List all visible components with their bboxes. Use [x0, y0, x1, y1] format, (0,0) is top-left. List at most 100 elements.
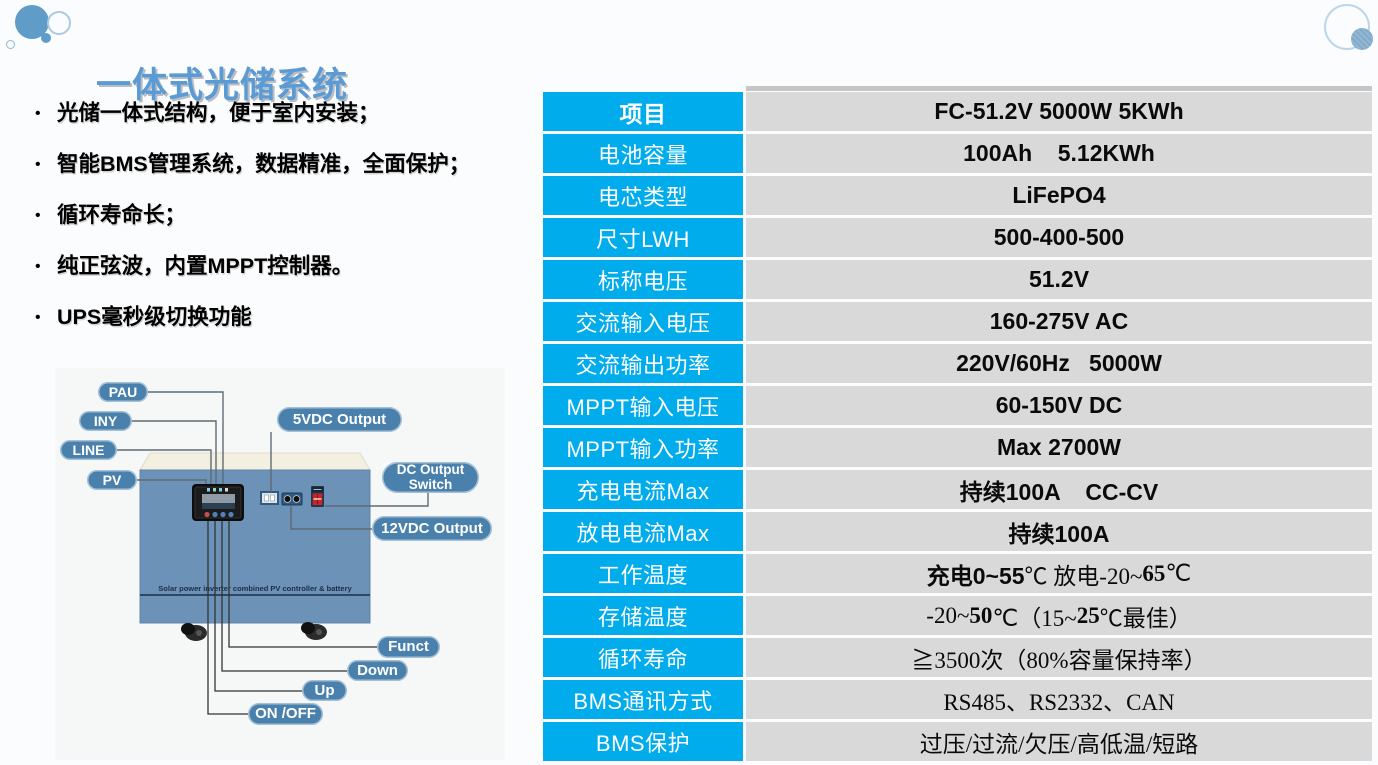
table-top-strip — [746, 86, 1372, 91]
spec-value: 220V/60Hz 5000W — [746, 344, 1372, 383]
spec-value-segment: RS485、RS2332、CAN — [943, 689, 1175, 715]
label-up-pill: Up — [302, 680, 347, 701]
table-row: 充电电流Max 持续100A CC-CV — [543, 470, 1372, 509]
table-row: MPPT输入电压 60-150V DC — [543, 386, 1372, 425]
spec-value-segment: ℃（15~ — [992, 605, 1077, 631]
spec-label: 工作温度 — [543, 554, 743, 593]
spec-label: 电芯类型 — [543, 176, 743, 215]
table-row: 工作温度 充电0~55 ℃ 放电-20~ 65 ℃ — [543, 554, 1372, 593]
device-brand-text: Solar power inverter combined PV control… — [158, 584, 352, 593]
spec-value: FC-51.2V 5000W 5KWh — [746, 92, 1372, 131]
wheel-left — [181, 623, 207, 641]
decor-bubble-outline — [47, 11, 71, 35]
spec-label: MPPT输入电压 — [543, 386, 743, 425]
label-iny-pill: INY — [79, 411, 132, 431]
spec-label: 尺寸LWH — [543, 218, 743, 257]
spec-value: LiFePO4 — [746, 176, 1372, 215]
spec-value: RS485、RS2332、CAN — [746, 680, 1372, 719]
wheel-right — [301, 622, 327, 640]
spec-value-segment: -20~ — [926, 602, 970, 628]
label-down-pill: Down — [347, 660, 408, 681]
spec-table: 项目 FC-51.2V 5000W 5KWh 电池容量 100Ah 5.12KWh 电芯… — [543, 86, 1372, 764]
socket-12vdc — [281, 492, 303, 506]
spec-label: 交流输入电压 — [543, 302, 743, 341]
spec-value: 100Ah 5.12KWh — [746, 134, 1372, 173]
table-row: BMS保护 过压/过流/欠压/高低温/短路 — [543, 722, 1372, 761]
bullet-item: 智能BMS管理系统，数据精准，全面保护； — [30, 149, 555, 180]
spec-value-segment: LiFePO4 — [1012, 182, 1106, 208]
spec-label: 放电电流Max — [543, 512, 743, 551]
decor-bubble-tiny — [6, 40, 15, 49]
table-row: 尺寸LWH 500-400-500 — [543, 218, 1372, 257]
spec-label: MPPT输入功率 — [543, 428, 743, 467]
spec-value: 160-275V AC — [746, 302, 1372, 341]
spec-value-segment: 500-400-500 — [993, 224, 1125, 250]
spec-value: 充电0~55 ℃ 放电-20~ 65 ℃ — [746, 554, 1372, 593]
spec-value: ≧3500次（80%容量保持率） — [746, 638, 1372, 677]
spec-value: -20~ 50 ℃（15~ 25 ℃最佳） — [746, 596, 1372, 635]
decor-bubble-dot — [41, 33, 51, 43]
dc-switch-label-line1: DC Output — [396, 462, 465, 478]
spec-value-segment: 100Ah 5.12KWh — [963, 140, 1155, 166]
table-row: 标称电压 51.2V — [543, 260, 1372, 299]
spec-label: BMS通讯方式 — [543, 680, 743, 719]
bullet-item: 循环寿命长； — [30, 200, 555, 231]
label-pau-pill: PAU — [98, 382, 148, 402]
spec-value: 过压/过流/欠压/高低温/短路 — [746, 722, 1372, 761]
connector-lines-bottom — [207, 521, 377, 715]
device-top-face — [139, 452, 371, 471]
spec-label: 项目 — [543, 92, 743, 131]
spec-value-segment: ℃ — [1165, 560, 1192, 586]
panel-button-blue3 — [228, 511, 234, 518]
table-row: 循环寿命 ≧3500次（80%容量保持率） — [543, 638, 1372, 677]
bullet-item: 光储一体式结构，便于室内安装； — [30, 98, 555, 129]
spec-label: 交流输出功率 — [543, 344, 743, 383]
label-dc-output-switch-pill: DC Output Switch — [382, 462, 479, 493]
spec-value: 500-400-500 — [746, 218, 1372, 257]
table-row: 电池容量 100Ah 5.12KWh — [543, 134, 1372, 173]
spec-label: 循环寿命 — [543, 638, 743, 677]
spec-value-segment: 25 — [1076, 602, 1100, 628]
decor-ball — [1351, 28, 1373, 50]
table-row: 交流输出功率 220V/60Hz 5000W — [543, 344, 1372, 383]
table-row: 放电电流Max 持续100A — [543, 512, 1372, 551]
panel-button-blue2 — [220, 511, 226, 518]
table-row: MPPT输入功率 Max 2700W — [543, 428, 1372, 467]
spec-value-segment: FC-51.2V 5000W 5KWh — [934, 98, 1184, 124]
spec-value-segment: 充电0~55 — [926, 562, 1025, 589]
spec-label: 存储温度 — [543, 596, 743, 635]
device-drawing: Solar power inverter combined PV control… — [117, 391, 429, 715]
dc-output-switch — [311, 486, 324, 507]
bullet-item: 纯正弦波，内置MPPT控制器。 — [30, 251, 555, 282]
spec-value-segment: ℃ 放电-20~ — [1024, 563, 1143, 589]
spec-value-segment: Max 2700W — [996, 434, 1121, 460]
spec-value-segment: 220V/60Hz 5000W — [956, 350, 1162, 376]
spec-value-segment: 60-150V DC — [995, 392, 1123, 418]
table-row: 项目 FC-51.2V 5000W 5KWh — [543, 92, 1372, 131]
label-5vdc-output-pill: 5VDC Output — [277, 407, 402, 432]
table-row: BMS通讯方式 RS485、RS2332、CAN — [543, 680, 1372, 719]
spec-value: 持续100A — [746, 512, 1372, 551]
label-pv-pill: PV — [87, 470, 137, 490]
table-row: 存储温度 -20~ 50 ℃（15~ 25 ℃最佳） — [543, 596, 1372, 635]
dc-switch-label-line2: Switch — [408, 476, 453, 492]
spec-label: 电池容量 — [543, 134, 743, 173]
spec-value-segment: 65 — [1142, 560, 1166, 586]
label-funct-pill: Funct — [377, 636, 440, 658]
spec-value-segment: 过压/过流/欠压/高低温/短路 — [919, 731, 1199, 757]
spec-value: Max 2700W — [746, 428, 1372, 467]
spec-value-segment: 50 — [969, 602, 993, 628]
spec-value: 持续100A CC-CV — [746, 470, 1372, 509]
spec-value-segment: 持续100A — [1008, 520, 1110, 547]
device-body — [139, 469, 371, 624]
label-line-pill: LINE — [60, 440, 117, 460]
spec-value: 60-150V DC — [746, 386, 1372, 425]
usb-port-5vdc — [260, 491, 279, 505]
spec-value-segment: ℃最佳） — [1099, 605, 1192, 631]
spec-value-segment: 51.2V — [1028, 266, 1090, 292]
spec-value-segment: 160-275V AC — [989, 308, 1129, 334]
device-illustration: Solar power inverter combined PV control… — [55, 368, 505, 760]
feature-list: 光储一体式结构，便于室内安装； 智能BMS管理系统，数据精准，全面保护； 循环寿命长… — [30, 98, 555, 353]
spec-value: 51.2V — [746, 260, 1372, 299]
label-onoff-pill: ON /OFF — [248, 703, 323, 725]
